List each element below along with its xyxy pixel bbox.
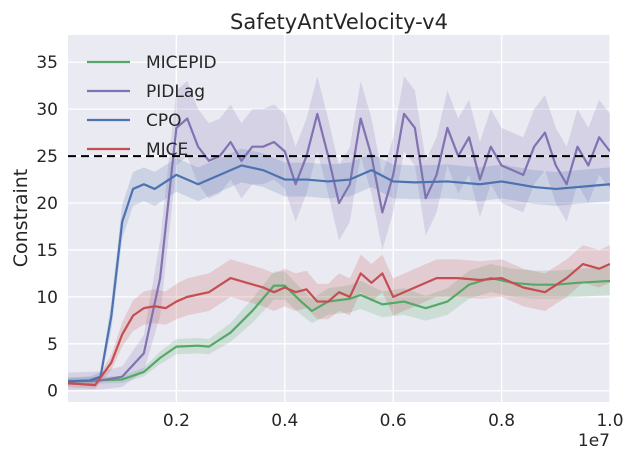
- y-tick-label: 0: [47, 382, 58, 402]
- x-tick-label: 0.6: [380, 411, 407, 431]
- x-tick-label: 1.0: [596, 411, 623, 431]
- y-tick-label: 15: [36, 241, 58, 261]
- band-micepid: [68, 264, 610, 385]
- line-cpo: [68, 164, 610, 383]
- chart-title: SafetyAntVelocity-v4: [230, 10, 448, 34]
- band-mice: [68, 245, 610, 389]
- y-axis-label: Constraint: [10, 169, 32, 268]
- legend-label-micepid: MICEPID: [146, 53, 217, 73]
- y-tick-label: 20: [36, 194, 58, 214]
- y-tick-label: 35: [36, 53, 58, 73]
- legend-label-mice: MICE: [146, 140, 188, 160]
- y-tick-label: 10: [36, 288, 58, 308]
- y-tick-label: 5: [47, 335, 58, 355]
- band-cpo: [68, 148, 610, 386]
- x-tick-label: 0.8: [488, 411, 515, 431]
- legend-label-cpo: CPO: [146, 111, 182, 131]
- x-offset-label: 1e7: [578, 431, 610, 451]
- legend-label-pidlag: PIDLag: [146, 82, 205, 102]
- y-tick-label: 25: [36, 147, 58, 167]
- x-tick-label: 0.2: [163, 411, 190, 431]
- x-tick-label: 0.4: [271, 411, 298, 431]
- plot-background: [68, 35, 610, 402]
- y-tick-label: 30: [36, 100, 58, 120]
- line-mice: [68, 262, 610, 387]
- line-pidlag: [68, 112, 610, 383]
- series-layer: [68, 76, 610, 391]
